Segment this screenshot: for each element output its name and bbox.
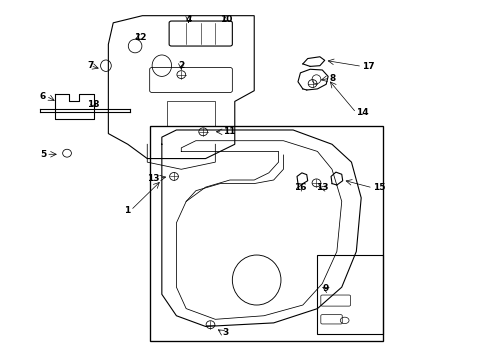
Text: 3: 3 xyxy=(222,328,228,337)
Text: 5: 5 xyxy=(40,150,46,159)
Text: 7: 7 xyxy=(87,61,93,70)
Text: 8: 8 xyxy=(329,74,335,83)
Text: 13: 13 xyxy=(146,174,159,183)
Text: 13: 13 xyxy=(315,183,328,192)
Text: 17: 17 xyxy=(362,62,374,71)
Text: 1: 1 xyxy=(124,206,130,215)
Text: 18: 18 xyxy=(87,100,100,109)
Bar xyxy=(149,126,382,341)
Text: 9: 9 xyxy=(322,284,328,293)
Text: 2: 2 xyxy=(178,61,184,70)
Text: 10: 10 xyxy=(220,15,232,24)
Text: 16: 16 xyxy=(293,183,305,192)
Text: 4: 4 xyxy=(185,15,191,24)
Text: 15: 15 xyxy=(372,183,385,192)
Text: 14: 14 xyxy=(356,108,368,117)
Text: 6: 6 xyxy=(40,91,46,100)
Text: 11: 11 xyxy=(222,127,235,136)
Bar xyxy=(317,255,382,334)
Text: 12: 12 xyxy=(133,33,146,42)
Bar xyxy=(166,102,215,126)
